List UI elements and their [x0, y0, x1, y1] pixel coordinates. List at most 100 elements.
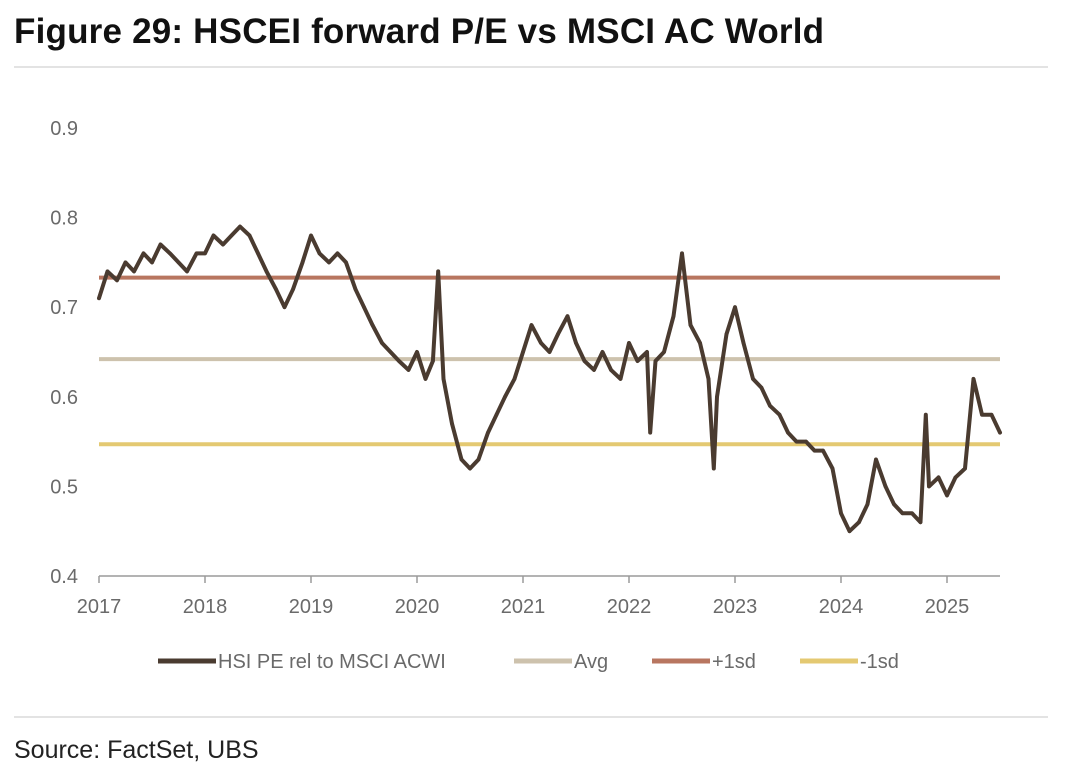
data-point [476, 457, 481, 462]
data-point [715, 395, 719, 399]
legend-label: Avg [574, 651, 608, 673]
data-point [150, 260, 154, 265]
data-point [203, 251, 207, 256]
data-point [211, 233, 216, 238]
data-point [733, 305, 737, 310]
data-point [388, 350, 393, 354]
data-point [688, 323, 693, 327]
data-point [459, 457, 464, 462]
data-point [327, 260, 331, 265]
data-point [380, 341, 384, 345]
data-point [989, 412, 994, 417]
y-tick-label: 0.9 [50, 118, 78, 140]
data-point [441, 377, 446, 381]
data-point [565, 314, 570, 319]
data-point [194, 251, 199, 256]
data-point [97, 296, 101, 301]
y-tick-label: 0.4 [50, 566, 78, 588]
data-point [529, 323, 534, 327]
data-point [141, 251, 146, 256]
y-tick-label: 0.7 [50, 297, 78, 319]
series-lines [97, 224, 1002, 534]
data-point [168, 251, 172, 256]
data-point [900, 511, 905, 516]
data-point [865, 502, 870, 507]
data-point [247, 233, 252, 238]
data-point [857, 520, 861, 524]
data-point [539, 341, 543, 345]
data-point [123, 260, 128, 265]
data-point [229, 233, 234, 238]
data-point [503, 395, 507, 399]
data-point [406, 368, 411, 372]
data-point [759, 386, 764, 390]
data-point [812, 448, 817, 453]
x-tick-label: 2025 [925, 596, 970, 618]
data-point [185, 269, 189, 274]
data-point [317, 251, 322, 256]
data-point [698, 341, 702, 345]
data-point [706, 377, 711, 381]
data-point [953, 475, 958, 480]
data-point [998, 430, 1002, 435]
data-point [980, 412, 984, 417]
data-point [582, 359, 587, 363]
legend-label: HSI PE rel to MSCI ACWI [218, 651, 446, 673]
source-divider [14, 716, 1048, 718]
data-point [450, 421, 454, 426]
data-point [768, 404, 772, 408]
x-tick-label: 2017 [77, 596, 122, 618]
legend-label: +1sd [712, 651, 756, 673]
x-tick-label: 2022 [607, 596, 652, 618]
data-point [176, 260, 181, 265]
data-point [486, 430, 490, 435]
data-point [712, 466, 716, 471]
data-point [830, 466, 835, 471]
data-point [105, 269, 110, 274]
data-point [256, 251, 260, 256]
data-point [274, 287, 278, 292]
data-point [300, 260, 305, 265]
y-tick-label: 0.6 [50, 387, 78, 409]
data-point [945, 493, 949, 498]
data-point [971, 377, 976, 381]
data-point [494, 412, 499, 417]
series-line-hsi-pe-rel [97, 224, 1002, 534]
data-point [397, 359, 401, 363]
data-point [468, 466, 472, 471]
data-point [362, 305, 366, 310]
data-point [221, 242, 225, 247]
data-point [556, 332, 560, 336]
source-note: Source: FactSet, UBS [14, 736, 259, 764]
data-point [741, 341, 746, 345]
data-point [635, 359, 640, 363]
data-point [724, 332, 729, 336]
data-point [436, 269, 441, 274]
data-point [158, 242, 163, 247]
data-point [353, 287, 358, 292]
data-point [804, 439, 808, 444]
x-tick-label: 2018 [183, 596, 228, 618]
data-point [751, 377, 755, 381]
title-divider [14, 66, 1048, 68]
data-point [291, 287, 295, 292]
data-point [963, 466, 967, 471]
data-point [574, 341, 578, 345]
data-point [883, 484, 888, 489]
data-point [794, 439, 799, 444]
data-point [680, 251, 684, 256]
data-point [115, 278, 119, 283]
reference-lines [99, 275, 1000, 447]
data-point [609, 368, 613, 372]
data-point [344, 260, 348, 265]
data-point [847, 529, 852, 533]
data-point [431, 359, 435, 363]
y-tick-label: 0.8 [50, 208, 78, 230]
data-point [618, 377, 623, 381]
legend-label: -1sd [860, 651, 899, 673]
data-point [662, 350, 666, 354]
y-tick-label: 0.5 [50, 476, 78, 498]
data-point [892, 502, 896, 507]
data-point [309, 233, 313, 238]
